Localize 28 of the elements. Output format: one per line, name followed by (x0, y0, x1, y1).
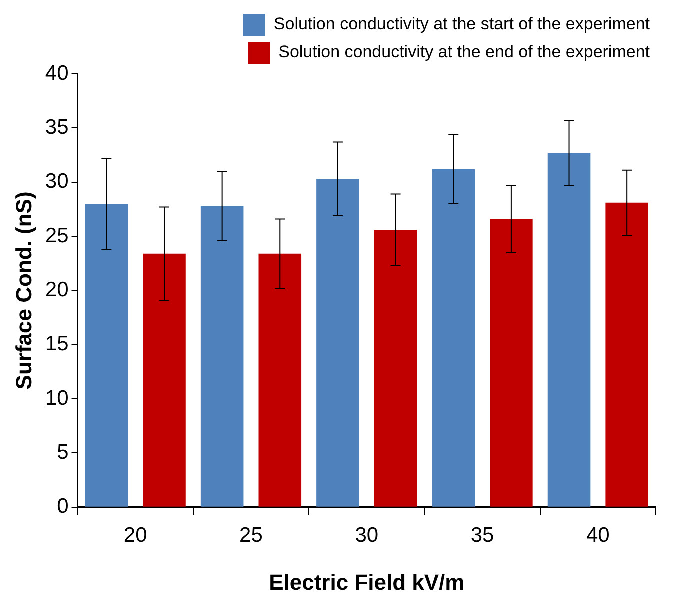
x-axis-title: Electric Field kV/m (269, 570, 465, 595)
bar (316, 179, 360, 507)
bar (490, 219, 533, 507)
x-tick-label: 30 (355, 524, 379, 547)
y-tick-label: 0 (57, 495, 69, 518)
y-tick-label: 20 (45, 278, 69, 302)
bar (374, 230, 418, 507)
y-tick-label: 30 (45, 170, 69, 194)
bar (606, 202, 648, 507)
x-tick-label: 20 (124, 524, 148, 547)
bar (143, 254, 186, 507)
y-tick-label: 10 (45, 386, 69, 410)
y-tick-label: 40 (45, 62, 69, 85)
bar (85, 204, 128, 507)
legend-label: Solution conductivity at the end of the experiment (278, 42, 650, 62)
y-tick-label: 5 (57, 441, 69, 464)
y-tick-label: 25 (45, 224, 69, 248)
bar (548, 153, 591, 507)
y-axis-title: Surface Cond. (nS) (11, 192, 36, 390)
x-tick-label: 40 (586, 524, 610, 547)
bar (258, 254, 302, 507)
bar (200, 206, 244, 507)
legend-label: Solution conductivity at the start of the experiment (274, 14, 650, 34)
x-tick-label: 35 (470, 524, 494, 547)
x-tick-label: 25 (240, 524, 263, 547)
y-tick-label: 15 (45, 332, 69, 356)
bar (432, 169, 476, 507)
y-tick-label: 35 (45, 116, 69, 139)
